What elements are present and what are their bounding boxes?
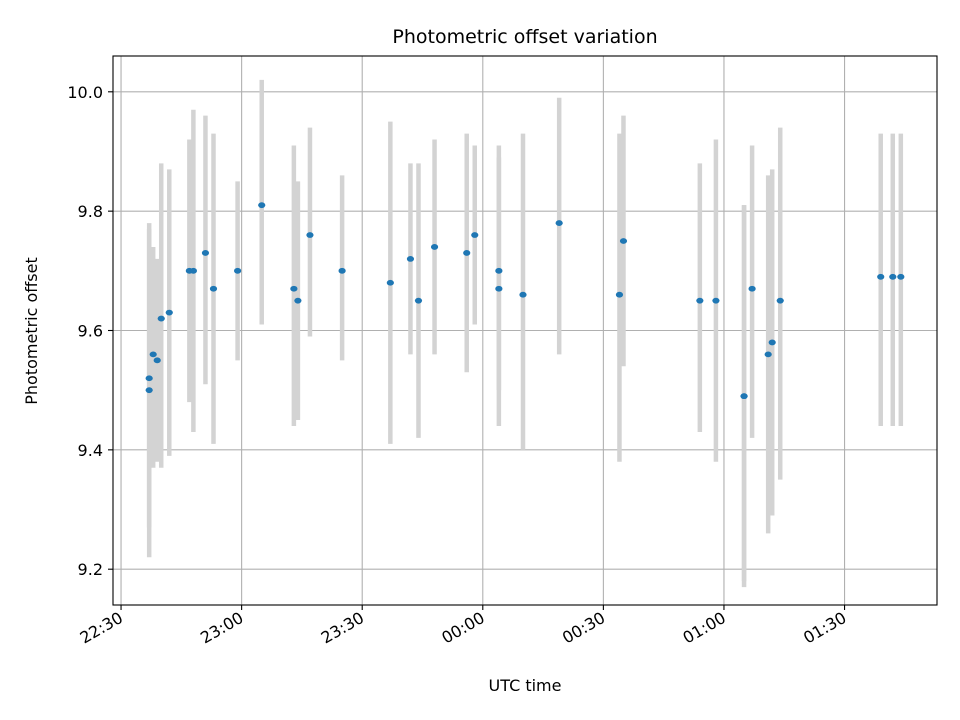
data-point bbox=[406, 255, 415, 262]
data-point bbox=[768, 339, 776, 346]
data-point bbox=[149, 351, 157, 358]
data-point bbox=[877, 273, 885, 280]
data-point bbox=[430, 244, 439, 250]
data-point bbox=[145, 387, 153, 394]
data-point bbox=[776, 297, 784, 304]
data-point bbox=[519, 291, 527, 298]
data-point bbox=[414, 297, 423, 304]
data-point bbox=[495, 267, 503, 274]
data-point bbox=[889, 273, 897, 280]
data-point bbox=[740, 393, 748, 400]
data-point bbox=[764, 351, 772, 358]
y-tick-label: 9.4 bbox=[78, 441, 103, 460]
data-point bbox=[386, 279, 394, 286]
chart-title: Photometric offset variation bbox=[392, 26, 657, 48]
data-point bbox=[338, 267, 346, 274]
data-point bbox=[897, 273, 905, 280]
y-tick-label: 10.0 bbox=[67, 83, 103, 102]
point-layer bbox=[145, 202, 905, 400]
data-point bbox=[165, 309, 173, 316]
x-axis-label: UTC time bbox=[489, 676, 562, 695]
data-point bbox=[294, 297, 302, 304]
data-point bbox=[258, 202, 266, 209]
data-point bbox=[153, 357, 161, 364]
data-point bbox=[201, 250, 210, 256]
data-point bbox=[748, 285, 756, 292]
data-point bbox=[696, 297, 704, 304]
data-point bbox=[189, 267, 197, 274]
data-point bbox=[463, 250, 471, 256]
y-tick-label: 9.8 bbox=[78, 202, 103, 221]
y-axis-label: Photometric offset bbox=[22, 257, 41, 405]
data-point bbox=[495, 285, 503, 292]
data-point bbox=[145, 375, 153, 382]
data-point bbox=[290, 285, 298, 292]
data-point bbox=[157, 315, 165, 322]
y-tick-label: 9.6 bbox=[78, 322, 103, 341]
data-point bbox=[615, 291, 624, 298]
data-point bbox=[234, 267, 242, 274]
data-point bbox=[555, 220, 563, 226]
data-point bbox=[209, 285, 218, 292]
data-point bbox=[619, 238, 628, 244]
data-point bbox=[471, 232, 479, 238]
data-point bbox=[306, 232, 314, 238]
data-point bbox=[712, 297, 720, 304]
y-tick-label: 9.2 bbox=[78, 560, 103, 579]
